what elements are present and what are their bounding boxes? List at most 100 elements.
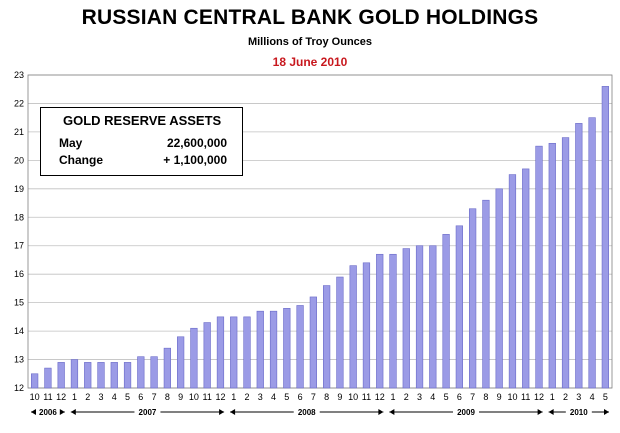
chart-title: RUSSIAN CENTRAL BANK GOLD HOLDINGS [81,6,539,29]
gold-reserve-box: GOLD RESERVE ASSETS May 22,600,000 Chang… [40,107,243,176]
x-tick-label: 6 [457,392,462,402]
x-tick-label: 9 [337,392,342,402]
bar [296,305,304,389]
x-tick-label: 3 [258,392,263,402]
y-tick-label: 17 [14,241,24,251]
bar [137,356,145,389]
bar [70,359,79,389]
x-tick-label: 8 [483,392,488,402]
x-tick-label: 7 [311,392,316,402]
x-tick-label: 3 [98,392,103,402]
chart-subtitle: Millions of Troy Ounces [247,36,373,48]
x-tick-label: 11 [43,392,52,402]
bar [415,245,424,389]
gold-reserve-box-title: GOLD RESERVE ASSETS [63,113,222,128]
y-tick-label: 23 [14,70,24,80]
x-tick-label: 7 [470,392,475,402]
x-tick-label: 4 [430,392,435,402]
y-tick-label: 22 [14,98,24,108]
x-tick-label: 6 [298,392,303,402]
year-label: 2008 [298,408,316,417]
y-tick-label: 12 [14,383,24,393]
y-tick-label: 15 [14,298,24,308]
bar [123,362,132,389]
x-tick-label: 7 [152,392,157,402]
bar [323,285,331,389]
x-tick-label: 6 [138,392,143,402]
x-tick-label: 10 [348,392,358,402]
bar [336,276,344,389]
bar [402,248,410,389]
year-bracket-arrow [59,409,65,415]
x-tick-label: 10 [189,392,199,402]
bar [442,234,450,389]
x-tick-label: 10 [507,392,517,402]
year-bracket-arrow [604,409,609,415]
y-tick-label: 21 [14,127,24,137]
bar [495,188,503,389]
bar [588,117,596,389]
y-tick-label: 19 [14,184,24,194]
bar [31,373,39,389]
x-tick-label: 4 [590,392,595,402]
x-tick-label: 5 [125,392,130,402]
plot-frame [27,74,613,389]
bar [283,308,291,389]
chart-date: 18 June 2010 [272,55,348,69]
x-tick-label: 1 [72,392,77,402]
year-bracket-arrow [389,409,395,415]
bar [469,208,477,389]
bar [97,362,105,389]
gold-reserve-row-value: 22,600,000 [166,136,227,150]
y-tick-label: 13 [14,355,24,365]
bar [389,253,397,389]
bar [84,362,92,389]
x-tick-label: 2 [404,392,409,402]
year-label: 2009 [457,408,475,417]
bar [203,322,211,389]
gold-reserve-row-label: May [59,136,83,150]
x-tick-label: 10 [30,392,40,402]
x-tick-label: 4 [271,392,276,402]
year-bracket-arrow [378,409,384,415]
bar [243,316,251,389]
bar [548,142,556,389]
y-tick-label: 16 [14,269,24,279]
bar [57,362,65,389]
x-tick-label: 11 [521,392,530,402]
year-label: 2006 [39,408,57,417]
year-bracket-arrow [70,409,76,415]
x-tick-label: 11 [362,392,371,402]
bar [482,199,490,389]
bar [110,362,118,389]
x-tick-label: 2 [244,392,249,402]
year-bracket-arrow [537,409,543,415]
x-tick-label: 2 [563,392,568,402]
y-tick-label: 20 [14,155,24,165]
bar [44,367,52,389]
bar [376,253,384,389]
x-tick-label: 8 [324,392,329,402]
bar [230,316,238,389]
x-tick-label: 11 [203,392,212,402]
year-bracket-arrow [31,409,36,415]
x-tick-label: 5 [603,392,608,402]
gold-reserve-row-label: Change [59,153,104,167]
x-tick-label: 3 [576,392,581,402]
gold-reserve-row-value: + 1,100,000 [163,153,227,167]
bar [601,86,609,389]
year-label: 2010 [570,408,588,417]
year-bracket-arrow [219,409,225,415]
bar [429,245,437,389]
y-tick-label: 18 [14,212,24,222]
x-tick-label: 3 [417,392,422,402]
bar [256,310,264,389]
x-tick-label: 12 [375,392,385,402]
bar [349,265,357,389]
x-tick-label: 12 [215,392,225,402]
x-tick-label: 9 [497,392,502,402]
bar [216,316,225,389]
x-tick-label: 12 [56,392,66,402]
year-label: 2007 [139,408,157,417]
x-tick-label: 1 [231,392,236,402]
